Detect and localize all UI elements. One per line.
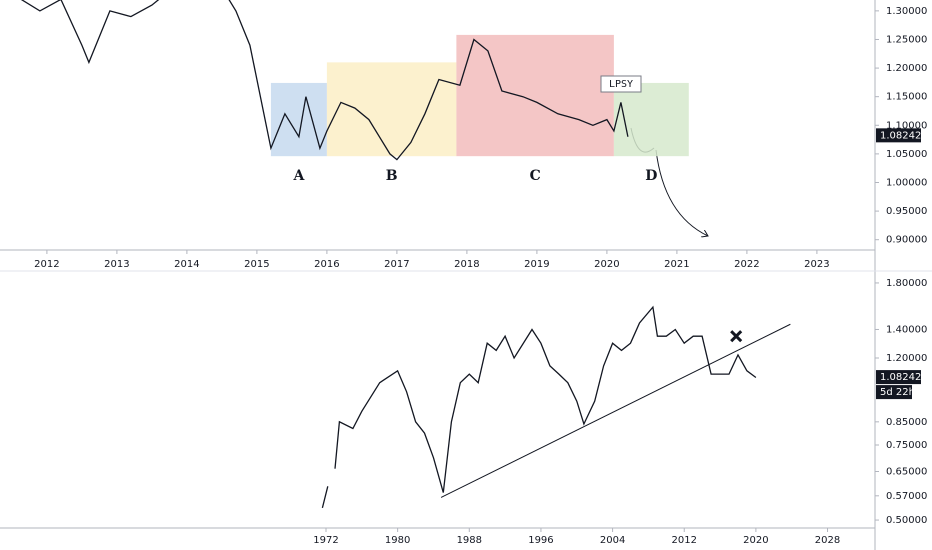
cross-marker <box>730 330 743 343</box>
x-tick-label: 2018 <box>454 259 479 270</box>
zone-box <box>456 34 614 157</box>
countdown: 5d 22h <box>880 387 915 398</box>
x-tick-label: 2017 <box>384 259 409 270</box>
x-tick-label: 2013 <box>104 259 129 270</box>
last-price-box <box>876 370 921 385</box>
zone-box <box>613 82 689 157</box>
trendline <box>440 323 791 498</box>
zone-label: C <box>530 168 541 184</box>
y-tick-label: 1.20000 <box>886 353 927 364</box>
last-price-box <box>876 128 921 143</box>
y-tick-label: 0.75000 <box>886 440 927 451</box>
annotation-box <box>600 75 642 93</box>
price-line <box>321 305 757 509</box>
y-tick-label: 0.95000 <box>886 206 927 217</box>
last-price: 1.08242 <box>880 130 921 141</box>
x-tick-label: 1996 <box>528 535 553 546</box>
y-tick-label: 0.85000 <box>886 417 927 428</box>
y-tick-label: 1.80000 <box>886 278 927 289</box>
y-tick-label: 0.65000 <box>886 466 927 477</box>
x-tick-label: 1980 <box>385 535 410 546</box>
x-tick-label: 2019 <box>524 259 549 270</box>
x-tick-label: 1972 <box>313 535 338 546</box>
zone-label: B <box>386 168 398 184</box>
x-tick-label: 2023 <box>804 259 829 270</box>
y-tick-label: 1.05000 <box>886 149 927 160</box>
y-tick-label: 1.00000 <box>886 177 927 188</box>
y-tick-label: 1.15000 <box>886 92 927 103</box>
y-tick-label: 1.40000 <box>886 324 927 335</box>
price-line <box>20 0 629 161</box>
x-tick-label: 2020 <box>594 259 619 270</box>
arrow <box>655 149 708 236</box>
y-tick-label: 1.20000 <box>886 63 927 74</box>
y-tick-label: 0.90000 <box>886 235 927 246</box>
y-tick-label: 1.25000 <box>886 34 927 45</box>
y-tick-label: 0.50000 <box>886 515 927 526</box>
x-tick-label: 2015 <box>244 259 269 270</box>
y-tick-label: 1.10000 <box>886 120 927 131</box>
x-tick-label: 1988 <box>457 535 482 546</box>
x-tick-label: 2012 <box>672 535 697 546</box>
x-tick-label: 2014 <box>174 259 199 270</box>
x-tick-label: 2021 <box>664 259 689 270</box>
zone-box <box>326 62 457 157</box>
y-tick-label: 0.57000 <box>886 491 927 502</box>
annotation: LPSY <box>609 79 633 90</box>
zone-label: D <box>645 168 657 184</box>
last-price: 1.08242 <box>880 372 921 383</box>
x-tick-label: 2028 <box>815 535 840 546</box>
plot <box>321 305 791 509</box>
zone-box <box>270 82 327 157</box>
x-tick-label: 2020 <box>743 535 768 546</box>
y-tick-label: 1.30000 <box>886 6 927 17</box>
countdown-box <box>876 385 912 400</box>
x-tick-label: 2004 <box>600 535 625 546</box>
x-tick-label: 2012 <box>34 259 59 270</box>
x-tick-label: 2022 <box>734 259 759 270</box>
x-tick-label: 2016 <box>314 259 339 270</box>
plot <box>20 0 689 161</box>
zone-label: A <box>292 168 305 184</box>
